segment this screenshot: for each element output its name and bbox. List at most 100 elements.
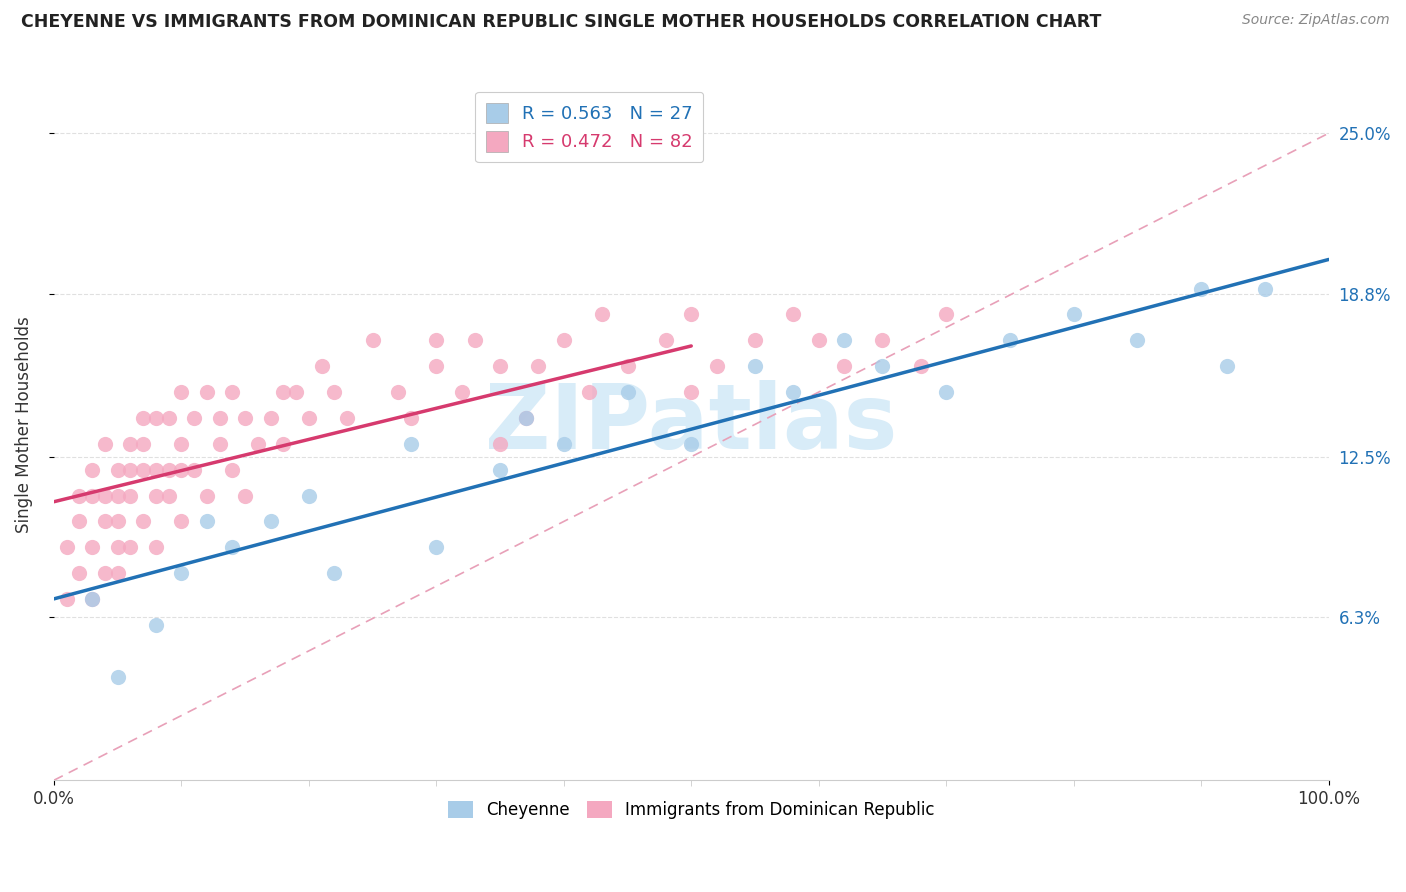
Point	[94, 437, 117, 451]
Point	[387, 385, 409, 400]
Point	[399, 437, 422, 451]
Point	[872, 333, 894, 347]
Point	[361, 333, 384, 347]
Y-axis label: Single Mother Households: Single Mother Households	[15, 316, 32, 533]
Point	[170, 515, 193, 529]
Point	[107, 566, 129, 581]
Point	[246, 437, 269, 451]
Point	[463, 333, 485, 347]
Point	[832, 359, 855, 374]
Point	[578, 385, 600, 400]
Point	[998, 333, 1021, 347]
Point	[80, 592, 103, 607]
Point	[195, 385, 218, 400]
Point	[132, 437, 155, 451]
Point	[67, 515, 90, 529]
Point	[107, 489, 129, 503]
Point	[145, 411, 167, 425]
Point	[183, 411, 205, 425]
Point	[170, 463, 193, 477]
Text: ZIPatlas: ZIPatlas	[485, 380, 897, 468]
Point	[515, 411, 537, 425]
Point	[80, 541, 103, 555]
Point	[55, 592, 77, 607]
Point	[425, 333, 447, 347]
Point	[107, 515, 129, 529]
Point	[195, 489, 218, 503]
Point	[67, 489, 90, 503]
Point	[259, 411, 281, 425]
Point	[515, 411, 537, 425]
Point	[489, 437, 512, 451]
Point	[80, 463, 103, 477]
Point	[94, 489, 117, 503]
Point	[271, 385, 294, 400]
Point	[107, 670, 129, 684]
Point	[80, 489, 103, 503]
Point	[910, 359, 932, 374]
Point	[221, 541, 243, 555]
Text: CHEYENNE VS IMMIGRANTS FROM DOMINICAN REPUBLIC SINGLE MOTHER HOUSEHOLDS CORRELAT: CHEYENNE VS IMMIGRANTS FROM DOMINICAN RE…	[21, 13, 1101, 31]
Point	[935, 307, 957, 321]
Point	[94, 515, 117, 529]
Point	[170, 385, 193, 400]
Point	[681, 307, 703, 321]
Point	[553, 333, 575, 347]
Point	[489, 359, 512, 374]
Point	[107, 541, 129, 555]
Point	[145, 463, 167, 477]
Point	[195, 515, 218, 529]
Point	[425, 541, 447, 555]
Point	[233, 489, 256, 503]
Point	[132, 411, 155, 425]
Point	[681, 385, 703, 400]
Point	[157, 411, 180, 425]
Point	[1126, 333, 1149, 347]
Point	[1189, 281, 1212, 295]
Point	[527, 359, 550, 374]
Point	[298, 411, 321, 425]
Point	[120, 541, 142, 555]
Point	[80, 592, 103, 607]
Point	[271, 437, 294, 451]
Point	[782, 385, 804, 400]
Point	[655, 333, 678, 347]
Point	[744, 359, 766, 374]
Point	[1254, 281, 1277, 295]
Point	[782, 307, 804, 321]
Point	[336, 411, 359, 425]
Point	[706, 359, 728, 374]
Point	[132, 515, 155, 529]
Point	[55, 541, 77, 555]
Point	[145, 541, 167, 555]
Point	[832, 333, 855, 347]
Point	[208, 437, 231, 451]
Point	[872, 359, 894, 374]
Point	[67, 566, 90, 581]
Point	[1215, 359, 1237, 374]
Point	[681, 437, 703, 451]
Point	[744, 333, 766, 347]
Point	[145, 618, 167, 632]
Point	[616, 359, 638, 374]
Point	[120, 437, 142, 451]
Point	[553, 437, 575, 451]
Point	[489, 463, 512, 477]
Point	[132, 463, 155, 477]
Point	[616, 385, 638, 400]
Point	[259, 515, 281, 529]
Point	[221, 463, 243, 477]
Point	[311, 359, 333, 374]
Point	[120, 463, 142, 477]
Point	[107, 463, 129, 477]
Point	[208, 411, 231, 425]
Point	[183, 463, 205, 477]
Point	[323, 385, 346, 400]
Legend: Cheyenne, Immigrants from Dominican Republic: Cheyenne, Immigrants from Dominican Repu…	[441, 794, 941, 825]
Point	[170, 437, 193, 451]
Point	[298, 489, 321, 503]
Point	[94, 566, 117, 581]
Point	[145, 489, 167, 503]
Text: Source: ZipAtlas.com: Source: ZipAtlas.com	[1241, 13, 1389, 28]
Point	[120, 489, 142, 503]
